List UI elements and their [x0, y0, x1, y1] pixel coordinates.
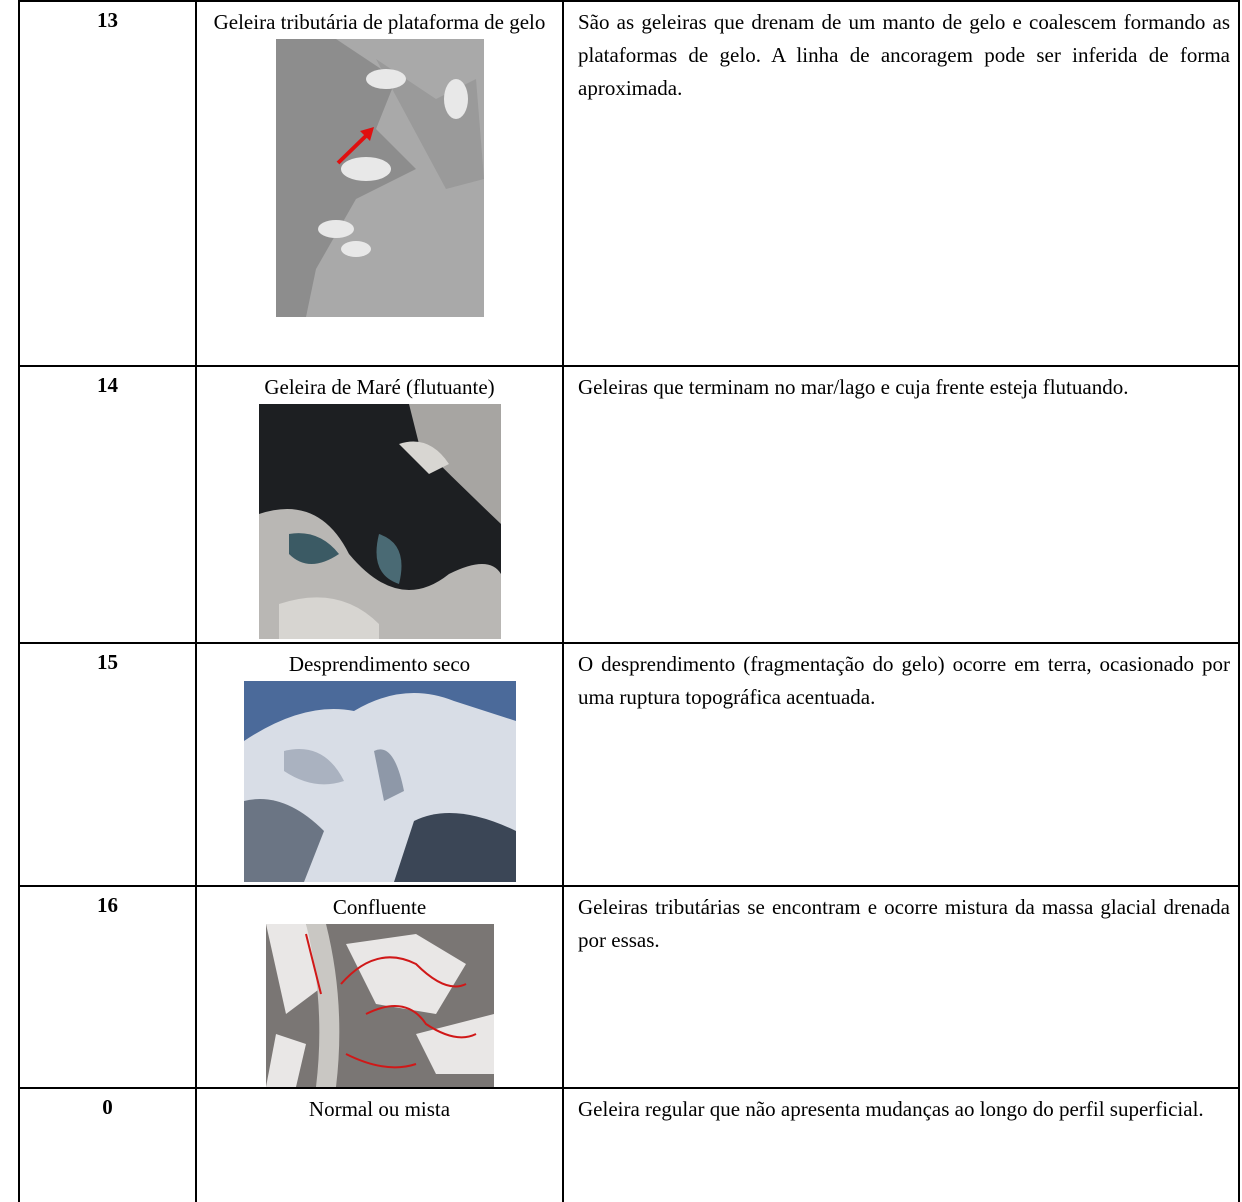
- glacier-image: [258, 404, 501, 639]
- number-cell: 15: [18, 644, 195, 887]
- description-cell: Geleiras tributárias se encontram e ocor…: [562, 887, 1240, 1089]
- description-cell: Geleira regular que não apresenta mudanç…: [562, 1089, 1240, 1202]
- name-cell: Normal ou mista: [195, 1089, 562, 1202]
- description-cell: São as geleiras que drenam de um manto d…: [562, 2, 1240, 367]
- number-cell: 0: [18, 1089, 195, 1202]
- page: 13 Geleira tributária de plataforma de ge…: [18, 0, 1240, 1202]
- table-row: 14 Geleira de Maré (flutuante) Geleiras qu…: [18, 365, 1240, 644]
- description-cell: Geleiras que terminam no mar/lago e cuja…: [562, 367, 1240, 644]
- description: São as geleiras que drenam de um manto d…: [578, 10, 1230, 100]
- table-row: 0 Normal ou mista Geleira regular que não …: [18, 1087, 1240, 1202]
- row-number: 13: [97, 8, 118, 32]
- name-cell: Geleira de Maré (flutuante): [195, 367, 562, 644]
- description: O desprendimento (fragmentação do gelo) …: [578, 652, 1230, 709]
- row-number: 16: [97, 893, 118, 917]
- number-cell: 13: [18, 2, 195, 367]
- glacier-image: [243, 681, 516, 882]
- glacier-image: [275, 39, 484, 317]
- description: Geleiras tributárias se encontram e ocor…: [578, 895, 1230, 952]
- glacier-type: Geleira tributária de plataforma de gelo: [213, 10, 546, 34]
- table-row: 15 Desprendimento seco O desprendimento (f…: [18, 642, 1240, 887]
- description: Geleira regular que não apresenta mudanç…: [578, 1097, 1204, 1121]
- table-row: 16 Confluente Geleiras tributárias se enco…: [18, 885, 1240, 1089]
- row-number: 14: [97, 373, 118, 397]
- description-cell: O desprendimento (fragmentação do gelo) …: [562, 644, 1240, 887]
- table-row: 13 Geleira tributária de plataforma de ge…: [18, 0, 1240, 367]
- name-cell: Confluente: [195, 887, 562, 1089]
- glacier-type: Desprendimento seco: [288, 652, 471, 676]
- name-cell: Geleira tributária de plataforma de gelo: [195, 2, 562, 367]
- row-number: 0: [102, 1095, 113, 1119]
- glacier-type: Geleira de Maré (flutuante): [264, 375, 495, 399]
- name-cell: Desprendimento seco: [195, 644, 562, 887]
- glacier-type: Normal ou mista: [308, 1097, 451, 1121]
- description: Geleiras que terminam no mar/lago e cuja…: [578, 375, 1129, 399]
- number-cell: 16: [18, 887, 195, 1089]
- row-number: 15: [97, 650, 118, 674]
- glacier-image: [265, 924, 494, 1087]
- glacier-type: Confluente: [332, 895, 427, 919]
- number-cell: 14: [18, 367, 195, 644]
